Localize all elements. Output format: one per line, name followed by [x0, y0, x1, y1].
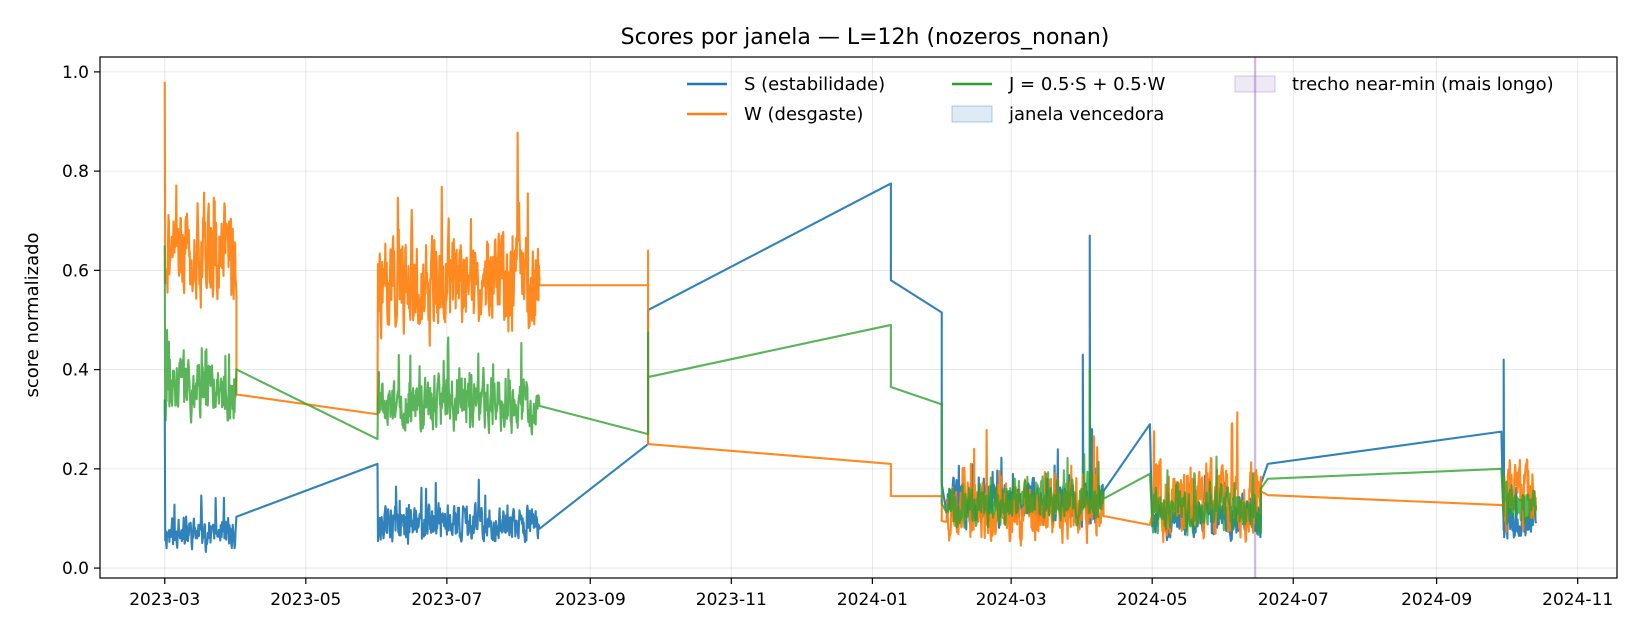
x-tick-label: 2024-01: [837, 590, 908, 610]
x-tick-label: 2024-03: [976, 590, 1047, 610]
y-tick-label: 0.2: [62, 460, 89, 480]
y-tick-label: 1.0: [62, 63, 89, 83]
legend-label: W (desgaste): [744, 104, 863, 125]
legend: S (estabilidade) W (desgaste) J = 0.5·S + …: [687, 74, 1554, 125]
x-tick-label: 2024-07: [1258, 590, 1329, 610]
y-axis-label: score normalizado: [22, 232, 43, 397]
legend-label: trecho near-min (mais longo): [1292, 74, 1554, 95]
plot-frame: [99, 56, 1618, 579]
legend-item: trecho near-min (mais longo): [1234, 74, 1554, 95]
legend-label: janela vencedora: [1008, 104, 1164, 125]
x-tick-label: 2024-09: [1401, 590, 1472, 610]
x-tick-label: 2023-05: [270, 590, 341, 610]
x-tick-label: 2024-11: [1542, 590, 1613, 610]
y-tick-label: 0.8: [62, 162, 89, 182]
x-tick-label: 2023-11: [696, 590, 767, 610]
axes: 2023-03 2023-05 2023-07 2023-09 2023-11 2024-…: [62, 56, 1618, 610]
legend-label: J = 0.5·S + 0.5·W: [1008, 74, 1165, 95]
x-tick-label: 2023-03: [129, 590, 200, 610]
chart-title: Scores por janela — L=12h (nozeros_nonan…: [621, 25, 1110, 50]
y-tick-label: 0.0: [62, 559, 89, 579]
series-line-s: [163, 182, 1538, 553]
legend-swatch-patch: [1234, 75, 1276, 93]
near-min-window-band: [1253, 57, 1257, 578]
legend-item: S (estabilidade): [687, 74, 885, 95]
legend-item: janela vencedora: [951, 104, 1164, 125]
highlight-windows: [1253, 57, 1257, 578]
x-tick-label: 2024-05: [1117, 590, 1188, 610]
series-lines: [163, 81, 1538, 553]
legend-item: W (desgaste): [687, 104, 863, 125]
x-tick-label: 2023-07: [411, 590, 482, 610]
legend-swatch-patch: [951, 105, 993, 123]
grid: [100, 57, 1617, 578]
y-tick-label: 0.6: [62, 261, 89, 281]
x-tick-label: 2023-09: [555, 590, 626, 610]
legend-item: J = 0.5·S + 0.5·W: [952, 74, 1165, 95]
y-tick-label: 0.4: [62, 361, 89, 381]
legend-label: S (estabilidade): [744, 74, 885, 95]
series-line-j: [163, 245, 1538, 537]
